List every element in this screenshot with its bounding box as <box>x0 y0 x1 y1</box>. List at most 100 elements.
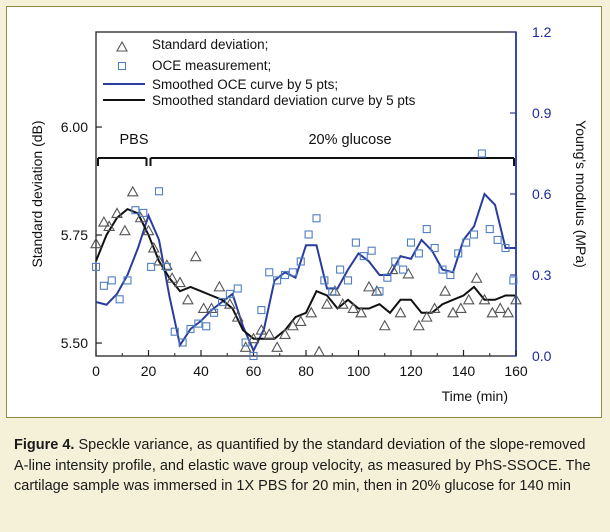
legend-label: Standard deviation; <box>152 37 268 52</box>
std-point <box>174 276 186 288</box>
std-point <box>478 293 491 305</box>
std-point <box>494 302 507 314</box>
oce-point <box>147 262 156 271</box>
std-point <box>412 319 425 331</box>
oce-point <box>399 265 408 274</box>
std-point <box>239 341 252 352</box>
std-point <box>462 293 475 305</box>
std-point <box>247 332 260 344</box>
figure-frame <box>6 6 602 418</box>
y2-tick-label: 0.3 <box>532 267 552 283</box>
caption-text: Speckle variance, as quantified by the s… <box>14 437 591 494</box>
smoothed-std-line <box>95 207 516 340</box>
std-point <box>279 328 291 339</box>
caption-label: Figure 4. <box>14 437 75 453</box>
oce-point <box>99 281 108 290</box>
oce-point <box>422 225 431 234</box>
y2-tick-label: 0.0 <box>532 348 552 364</box>
std-point <box>305 306 318 318</box>
oce-point <box>288 268 297 277</box>
std-point <box>97 215 110 227</box>
oce-point <box>446 270 455 280</box>
std-point <box>378 319 391 331</box>
std-point <box>197 302 210 314</box>
y-axis-title: Standard deviation (dB) <box>29 120 45 267</box>
oce-point <box>139 208 148 217</box>
std-point <box>294 315 307 326</box>
std-point <box>386 263 399 275</box>
oce-point <box>375 287 384 296</box>
oce-point <box>406 238 416 247</box>
oce-point <box>469 230 479 239</box>
oce-point <box>210 308 219 317</box>
std-point <box>90 237 102 249</box>
y2-tick-label: 1.2 <box>532 24 552 40</box>
std-point <box>420 310 433 322</box>
oce-point <box>493 235 502 244</box>
oce-point <box>131 206 140 215</box>
y-tick-label: 5.50 <box>61 335 88 351</box>
x-tick-label: 140 <box>452 363 476 379</box>
std-point <box>271 341 284 352</box>
oce-point <box>257 306 266 315</box>
oce-point <box>241 338 250 347</box>
std-point <box>205 302 218 314</box>
chart: 0 20 40 60 80 100 120 140 160 5.50 5.75 6.00 0.0 0.3 0… <box>29 24 589 404</box>
std-point <box>255 323 268 335</box>
std-point <box>111 207 123 218</box>
oce-point <box>154 187 164 196</box>
y2-tick-label: 0.9 <box>532 105 552 121</box>
std-point <box>439 285 452 296</box>
annotation-glucose: 20% glucose <box>308 132 391 148</box>
std-point <box>510 293 522 305</box>
std-point <box>134 211 147 223</box>
oce-point <box>202 322 211 331</box>
std-point <box>103 220 116 231</box>
std-point <box>355 306 368 318</box>
legend-label: OCE measurement; <box>152 58 271 73</box>
oce-point <box>217 297 227 307</box>
oce-point <box>336 265 345 274</box>
std-point <box>263 328 276 339</box>
std-point <box>321 298 333 309</box>
oce-point <box>509 276 518 285</box>
oce-point <box>312 214 321 223</box>
y2-axis-title: Young's modulus (MPa) <box>573 120 589 268</box>
std-point <box>313 345 326 357</box>
std-point <box>153 254 165 266</box>
std-point <box>166 272 179 283</box>
oce-point <box>383 273 392 282</box>
oce-point <box>233 284 242 293</box>
std-point <box>470 272 483 283</box>
x-tick-label: 60 <box>246 363 262 379</box>
oce-point <box>430 243 439 253</box>
smoothed-oce-line <box>95 192 516 353</box>
std-point <box>189 250 202 262</box>
oce-point <box>178 338 187 347</box>
std-point <box>147 241 160 253</box>
y-tick-label: 5.75 <box>61 227 88 243</box>
legend-label: Smoothed standard deviation curve by 5 p… <box>152 93 416 108</box>
oce-point <box>170 327 179 336</box>
std-point <box>502 306 515 318</box>
y-tick-label: 6.00 <box>61 119 88 135</box>
oce-point <box>485 225 494 234</box>
x-tick-label: 80 <box>298 363 314 379</box>
oce-point <box>107 276 116 285</box>
oce-point <box>477 149 486 158</box>
oce-point <box>249 351 258 361</box>
oce-point <box>194 319 203 328</box>
x-tick-label: 20 <box>141 363 157 379</box>
std-point <box>213 280 226 292</box>
std-point <box>336 298 349 309</box>
std-point <box>394 306 407 318</box>
std-point <box>142 224 155 236</box>
oce-point <box>454 249 463 258</box>
oce-point <box>414 249 423 258</box>
oce-point <box>351 238 360 247</box>
oce-point <box>462 238 471 247</box>
oce-point <box>391 257 400 266</box>
oce-point <box>280 270 290 280</box>
oce-point <box>367 246 376 255</box>
oce-point <box>265 268 274 277</box>
